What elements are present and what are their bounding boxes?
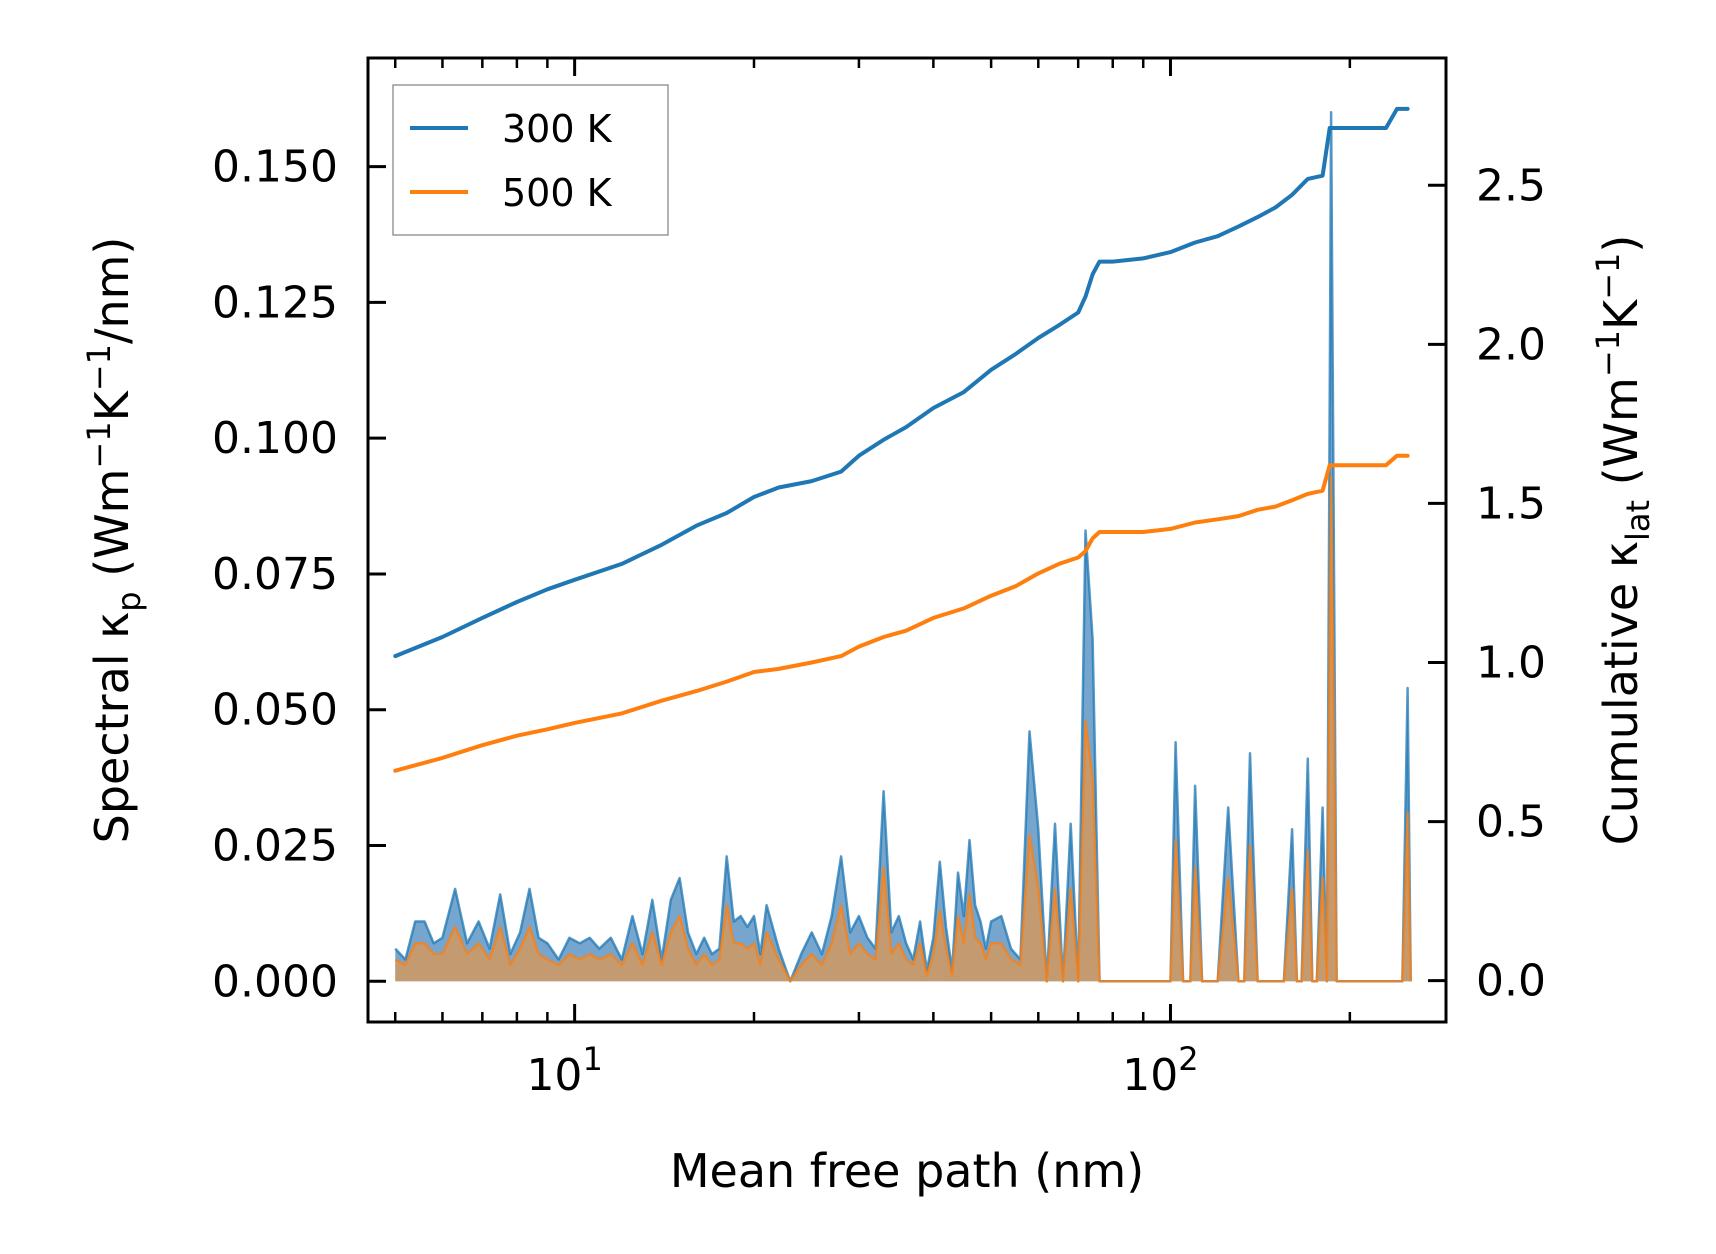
y-right-tick-label: 2.0 (1476, 319, 1546, 370)
y-ticks-left: 0.000 0.025 0.050 0.075 0.100 0.125 0.150 (212, 142, 386, 1007)
y-left-tick-label: 0.075 (212, 549, 338, 600)
legend-box (392, 84, 669, 236)
y-axis-label-right: Cumulative κlat (Wm−1K−1) (1589, 235, 1657, 846)
y-right-tick-label: 0.0 (1476, 956, 1546, 1007)
spectral-line-500k (394, 474, 1412, 983)
y-left-tick-label: 0.000 (212, 956, 338, 1007)
y-left-sup-2: −1 (80, 344, 118, 391)
x-tick-label-base: 10 (1122, 1050, 1178, 1101)
x-tick-label-exponent: 2 (1178, 1040, 1198, 1078)
y-right-sup-2: −1 (1589, 253, 1627, 300)
x-ticks: 101 102 (394, 58, 1352, 1101)
x-tick-label: 102 (1122, 1040, 1198, 1101)
y-right-tick-label: 0.5 (1476, 797, 1546, 848)
plot-frame (366, 56, 1448, 1024)
x-tick-label-exponent: 1 (582, 1040, 602, 1078)
spectral-area-300k (395, 112, 1411, 982)
y-left-tick-label: 0.050 (212, 685, 338, 736)
y-left-tick-label: 0.100 (212, 413, 338, 464)
y-right-tick-label: 2.5 (1476, 160, 1546, 211)
cumulative-lines (393, 106, 1410, 773)
y-axis-label-left: Spectral κp (Wm−1K−1/nm) (80, 237, 148, 844)
y-right-tick-label: 1.0 (1476, 637, 1546, 688)
y-right-tick-label: 1.5 (1476, 478, 1546, 529)
y-left-part-3: K (85, 389, 139, 421)
x-tick-label: 101 (526, 1040, 602, 1101)
y-ticks-right: 0.0 0.5 1.0 1.5 2.0 2.5 (1428, 160, 1546, 1007)
y-left-tick-label: 0.150 (212, 142, 338, 193)
x-axis-label: Mean free path (nm) (670, 1144, 1144, 1198)
y-right-sub-lat: lat (1619, 500, 1657, 541)
spectral-line-300k (394, 111, 1412, 983)
y-right-part-3: K (1594, 298, 1648, 330)
legend-label-300k: 300 K (502, 107, 613, 151)
y-left-part-2: (Wm (85, 469, 139, 592)
cumulative-line-300k (393, 106, 1410, 659)
y-left-sup-1: −1 (80, 421, 118, 468)
y-left-tick-label: 0.025 (212, 820, 338, 871)
legend: 300 K 500 K (392, 84, 669, 236)
y-right-part-2: (Wm (1594, 377, 1648, 500)
y-right-sup-1: −1 (1589, 330, 1627, 377)
y-left-part-4: /nm) (85, 237, 139, 344)
y-left-tick-label: 0.125 (212, 277, 338, 328)
x-tick-label-base: 10 (526, 1050, 582, 1101)
y-left-part-1: Spectral κ (85, 612, 139, 844)
y-right-part-4: ) (1594, 235, 1648, 253)
y-right-part-1: Cumulative κ (1594, 541, 1648, 845)
legend-label-500k: 500 K (502, 171, 613, 215)
y-left-sub-p: p (110, 591, 148, 611)
spectral-fills (394, 111, 1412, 983)
spectral-area-500k (395, 476, 1411, 982)
cumulative-line-500k (393, 453, 1410, 773)
